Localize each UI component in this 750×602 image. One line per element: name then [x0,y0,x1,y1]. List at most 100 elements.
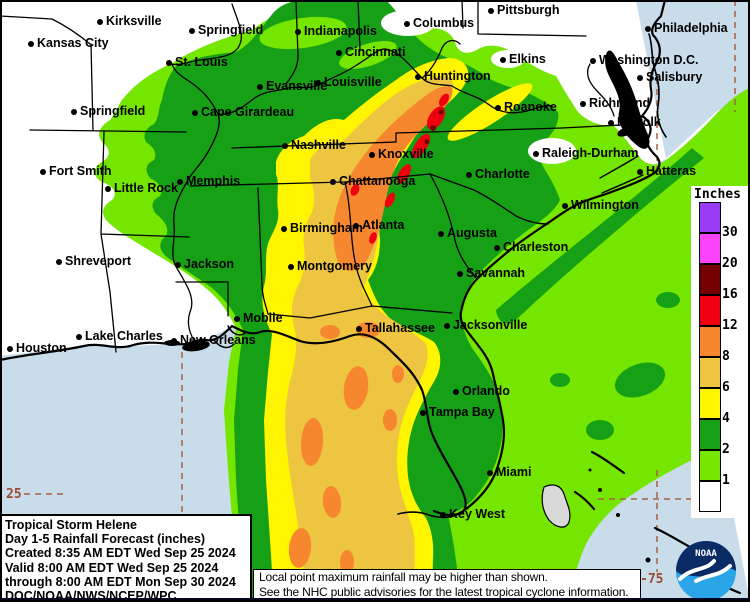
city-label: Miami [496,465,532,479]
city-label: Charleston [503,240,569,254]
city-label: Cincinnati [345,45,406,59]
city-dot [457,271,463,277]
city-dot [315,80,321,86]
city-label: Montgomery [297,259,372,273]
city-label: Norfolk [617,115,661,129]
city-label: Louisville [324,75,382,89]
latitude-label: 25 [6,487,22,502]
city-label: Lake Charles [85,329,163,343]
city-label: Huntington [424,69,491,83]
legend-bin-label: 20 [722,256,738,271]
city-dot [353,223,359,229]
legend-swatch [699,295,721,326]
legend-swatch [699,202,721,233]
city-dot [171,338,177,344]
city-dot [488,8,494,14]
city-label: Knoxville [378,147,434,161]
disclaimer-box: Local point maximum rainfall may be high… [253,569,641,602]
city-dot [494,245,500,251]
created-time: Created 8:35 AM EDT Wed Sep 25 2024 [5,546,236,561]
legend-swatch [699,419,721,450]
legend-swatch [699,481,721,512]
city-label: Atlanta [362,218,405,232]
city-dot [7,346,13,352]
bottom-border-strip [0,598,750,602]
city-dot [189,28,195,34]
city-label: Springfield [198,23,264,37]
city-dot [175,262,181,268]
city-dot [282,143,288,149]
city-dot [637,75,643,81]
city-dot [487,470,493,476]
city-dot [420,410,426,416]
city-label: Elkins [509,52,546,66]
city-label: Raleigh-Durham [542,146,639,160]
legend-swatch [699,450,721,481]
longitude-label: -75 [640,572,664,587]
city-label: Kansas City [37,36,109,50]
coastline [0,0,667,519]
noaa-logo-text: NOAA [695,549,717,559]
city-dot [330,179,336,185]
city-label: Columbus [413,16,475,30]
city-dot [453,389,459,395]
city-label: Washington D.C. [599,53,699,67]
legend-title: Inches [694,187,741,202]
city-dot [404,21,410,27]
city-label: Orlando [462,384,510,398]
legend-bin-label: 30 [722,225,738,240]
city-label: Indianapolis [304,24,377,38]
city-dot [500,57,506,63]
city-label: Mobile [243,311,283,325]
city-label: Savannah [466,266,526,280]
city-dot [288,264,294,270]
city-label: Chattanooga [339,174,416,188]
disclaimer-line-1: Local point maximum rainfall may be high… [259,570,548,584]
city-dot [444,323,450,329]
city-dot [192,110,198,116]
city-label: Houston [16,341,67,355]
city-label: Evansville [266,79,328,93]
city-dot [466,172,472,178]
city-dot [580,101,586,107]
city-dot [295,29,301,35]
chesapeake-bay [164,50,650,352]
noaa-logo: NOAA [674,539,738,602]
city-dot [590,58,596,64]
city-dot [356,326,362,332]
legend-bin-label: 6 [722,380,730,395]
city-label: Key West [449,507,506,521]
city-label: Philadelphia [654,21,728,35]
legend-bin-label: 1 [722,473,730,488]
city-dot [438,231,444,237]
city-label: Nashville [291,138,346,152]
city-dot [369,152,375,158]
city-label: Charlotte [475,167,530,181]
city-dot [562,203,568,209]
legend-swatch [699,388,721,419]
city-label: Tallahassee [365,321,435,335]
city-label: Richmond [589,96,651,110]
city-dot [234,316,240,322]
city-dot [71,109,77,115]
city-label: St. Louis [175,55,228,69]
city-dot [440,512,446,518]
city-dot [257,84,263,90]
city-label: Jacksonville [453,318,528,332]
city-label: Birmingham [290,221,363,235]
state-borders [0,0,641,353]
rainfall-legend: Inches 30 20 16 12 8 6 4 2 1 [691,186,750,518]
city-label: New Orleans [180,333,256,347]
city-label: Cape Girardeau [201,105,295,119]
city-label: Kirksville [106,14,162,28]
city-label: Pittsburgh [497,3,560,17]
rainfall-shading [94,0,750,602]
city-label: Wilmington [571,198,639,212]
storm-name: Tropical Storm Helene [5,518,137,532]
city-label: Memphis [186,174,241,188]
city-dot [97,19,103,25]
city-dot [166,60,172,66]
city-dot [415,74,421,80]
